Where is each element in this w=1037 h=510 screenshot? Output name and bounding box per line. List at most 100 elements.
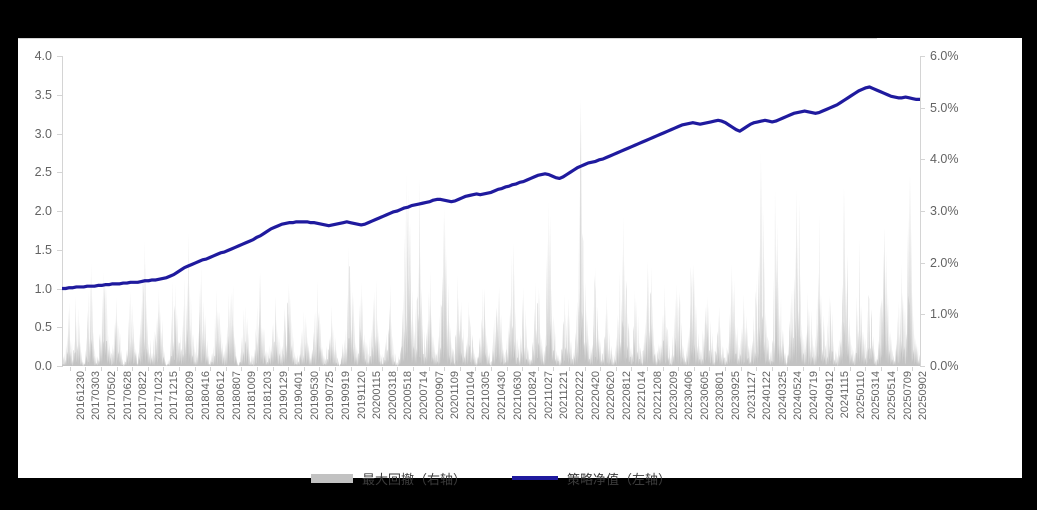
x-axis-tick-label: 20170628 [121, 371, 134, 420]
x-axis-tick-label: 20200907 [433, 371, 446, 420]
x-axis-tick-label: 20171023 [152, 371, 165, 420]
x-axis-tickmark [741, 367, 742, 371]
chart-canvas: 0.0 0.5 1.0 1.5 2.0 2.5 3.0 3.5 4.0 0.0% 1.0% 2.0%… [18, 38, 1022, 488]
x-axis-tickmark [366, 367, 367, 371]
x-axis-tick-label: 20241115 [839, 371, 852, 419]
x-axis-tickmark [631, 367, 632, 371]
x-axis-tickmark [897, 367, 898, 371]
x-axis-tickmark [429, 367, 430, 371]
x-axis-tickmark [179, 367, 180, 371]
x-axis-tick-label: 20200714 [418, 371, 430, 420]
x-axis-tickmark [819, 367, 820, 371]
x-axis-tickmark [288, 367, 289, 371]
x-axis-tickmark [210, 367, 211, 371]
x-axis-tickmark [335, 367, 336, 371]
x-axis-tickmark [382, 367, 383, 371]
y-axis-right-tickmark [920, 366, 925, 367]
x-axis-tick-label: 20250514 [886, 371, 898, 420]
x-axis-tick-label: 20190129 [277, 371, 290, 420]
x-axis-tick-label: 20240122 [761, 371, 774, 420]
y-axis-right-tick: 2.0% [930, 255, 959, 270]
x-axis-tick-label: 20210305 [480, 371, 493, 420]
chart-legend: 最大回撤（右轴） 策略净值（左轴） [62, 466, 920, 490]
x-axis-tickmark [709, 367, 710, 371]
x-axis-tick-label: 20250709 [901, 371, 914, 420]
x-axis-tick-label: 20240524 [792, 371, 805, 420]
x-axis-tick-label: 20230801 [714, 371, 727, 420]
x-axis-tick-label: 20240325 [776, 371, 789, 420]
x-axis-tickmark [491, 367, 492, 371]
x-axis-tickmark [850, 367, 851, 371]
x-axis-tick-label: 20180416 [199, 371, 212, 420]
net-value-line-series [62, 85, 920, 291]
x-axis-tick-label: 20210630 [511, 371, 524, 420]
x-axis-tick-label: 20220620 [605, 371, 618, 420]
x-axis-tickmark [195, 367, 196, 371]
legend-label-net-value: 策略净值（左轴） [567, 472, 672, 488]
x-axis-tick-label: 20170502 [106, 371, 118, 420]
y-axis-left-tick: 4.0 [34, 49, 52, 63]
y-axis-right-tickmark [920, 56, 925, 57]
y-axis-left-tickmark [57, 211, 62, 212]
x-axis-tick-label: 20230209 [667, 371, 680, 420]
x-axis-tickmark [553, 367, 554, 371]
y-axis-right-tick: 3.0% [930, 204, 959, 218]
y-axis-left-tick: 3.5 [34, 87, 52, 102]
x-axis-tickmark [351, 367, 352, 371]
x-axis-tickmark [678, 367, 679, 371]
x-axis-line [18, 38, 877, 39]
y-axis-left-tickmark [57, 56, 62, 57]
x-axis-tickmark [273, 367, 274, 371]
x-axis-tick-label: 20181009 [246, 371, 259, 420]
y-axis-left-tickmark [57, 95, 62, 96]
x-axis-tickmark [725, 367, 726, 371]
x-axis-tick-label: 20220222 [574, 371, 586, 420]
x-axis-tickmark [538, 367, 539, 371]
x-axis-tick-label: 20211027 [542, 371, 555, 420]
x-axis-tickmark [787, 367, 788, 371]
x-axis-tick-label: 20220420 [589, 371, 602, 420]
x-axis-tickmark [647, 367, 648, 371]
x-axis-tick-label: 20201109 [449, 371, 462, 420]
y-axis-right-tick: 1.0% [930, 307, 959, 322]
x-axis-tickmark [663, 367, 664, 371]
y-axis-left-tickmark [57, 289, 62, 290]
plot-area [62, 56, 920, 366]
x-axis-tick-label: 20180807 [230, 371, 243, 420]
chart-svg-container [62, 56, 920, 366]
x-axis-tick-label: 20221208 [652, 371, 664, 420]
x-axis-tickmark [912, 367, 913, 371]
drawdown-swatch-icon [310, 473, 353, 483]
y-axis-left-tick: 2.5 [34, 165, 52, 180]
x-axis-tickmark [803, 367, 804, 371]
x-axis-labels: 20161230 20170303 20170502 20170628 20170822… [62, 367, 929, 467]
x-axis-tickmark [132, 367, 133, 371]
x-axis-tick-label: 20250110 [854, 371, 867, 420]
y-axis-left-tickmark [57, 366, 62, 367]
x-axis-tickmark [117, 367, 118, 371]
x-axis-tickmark [694, 367, 695, 371]
x-axis-tickmark [319, 367, 320, 371]
y-axis-left-tick: 0.5 [34, 320, 52, 335]
x-axis-tick-label: 20200518 [402, 371, 415, 420]
y-axis-left-tick: 2.0 [34, 204, 52, 218]
x-axis-tick-label: 20161230 [74, 371, 87, 420]
x-axis-tick-label: 20210104 [464, 371, 477, 420]
legend-item-drawdown: 最大回撤（右轴） [310, 469, 466, 488]
x-axis-tick-label: 20190530 [308, 371, 321, 420]
x-axis-tick-label: 20210430 [496, 371, 508, 420]
x-axis-tickmark [241, 367, 242, 371]
y-axis-left-tickmark [57, 134, 62, 135]
x-axis-tick-label: 20221014 [636, 371, 649, 420]
x-axis-tick-label: 20200115 [371, 371, 384, 420]
x-axis-tick-label: 20230406 [683, 371, 696, 420]
y-axis-right-tickmark [920, 159, 925, 160]
x-axis-tick-label: 20211221 [558, 371, 571, 420]
x-axis-tickmark [834, 367, 835, 371]
y-axis-left-line [62, 56, 63, 367]
x-axis-tick-label: 20250902 [917, 371, 930, 420]
x-axis-tickmark [585, 367, 586, 371]
x-axis-tick-label: 20210824 [527, 371, 540, 420]
x-axis-tick-label: 20200318 [386, 371, 399, 420]
